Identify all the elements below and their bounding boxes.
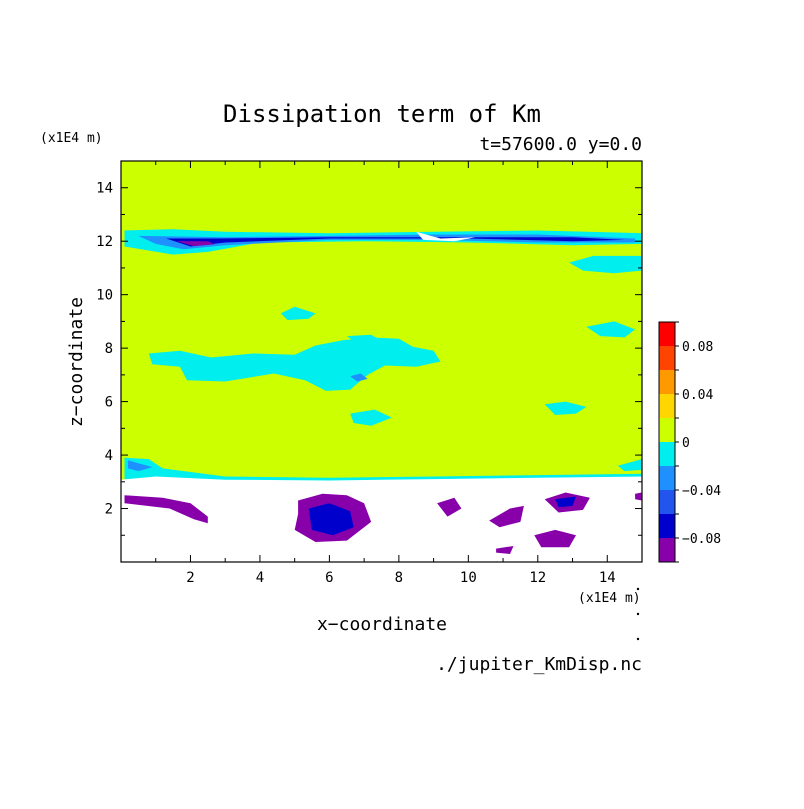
- contour-region: [350, 409, 392, 426]
- contour-region: [437, 497, 462, 517]
- x-tick-label: 14: [599, 570, 616, 586]
- contour-region: [496, 546, 514, 554]
- contour-region: [555, 496, 576, 508]
- x-tick-label: 12: [529, 570, 546, 586]
- undefined-region: [121, 476, 642, 562]
- x-tick-label: 4: [256, 570, 264, 586]
- colorbar-swatch: [659, 538, 675, 562]
- contour-region: [586, 321, 636, 338]
- colorbar-swatch: [659, 370, 675, 394]
- marker-dot: [636, 637, 640, 641]
- contour-region: [308, 503, 354, 536]
- colorbar-swatch: [659, 514, 675, 538]
- plot-frame: [120, 160, 643, 563]
- y-axis-label: z−coordinate: [66, 297, 87, 427]
- y-tick-label: 14: [96, 181, 113, 197]
- colorbar-swatch: [659, 466, 675, 490]
- contour-region: [569, 255, 642, 274]
- marker-dot: [636, 587, 640, 591]
- colorbar-swatch: [659, 418, 675, 442]
- contour-region: [127, 460, 153, 472]
- x-tick-label: 6: [325, 570, 333, 586]
- marker-dot: [636, 612, 640, 616]
- y-tick-label: 4: [105, 448, 113, 464]
- x-tick-label: 2: [186, 570, 194, 586]
- contour-region: [346, 334, 385, 346]
- y-tick-label: 8: [105, 341, 113, 357]
- chart-subtitle: t=57600.0 y=0.0: [479, 134, 642, 155]
- colorbar: −0.08 −0.04 0 0.04 0.08: [658, 321, 721, 563]
- undefined-region: [416, 231, 476, 242]
- colorbar-swatch: [659, 394, 675, 418]
- contour-region: [617, 459, 642, 472]
- contour-region: [148, 337, 441, 391]
- x-unit-label: (x1E4 m): [578, 591, 641, 606]
- colorbar-swatch: [659, 442, 675, 466]
- y-unit-label: (x1E4 m): [40, 131, 103, 146]
- x-tick-label: 10: [460, 570, 477, 586]
- colorbar-label: −0.08: [682, 532, 721, 547]
- colorbar-label: 0.08: [682, 340, 713, 355]
- colorbar-swatch: [659, 346, 675, 370]
- x-tick-label: 8: [395, 570, 403, 586]
- contour-region: [544, 401, 587, 415]
- y-tick-label: 6: [105, 395, 113, 411]
- source-file-label: ./jupiter_KmDisp.nc: [436, 654, 642, 675]
- y-tick-label: 12: [96, 234, 113, 250]
- contour-region: [124, 495, 208, 524]
- contour-region: [489, 505, 524, 528]
- colorbar-label: −0.04: [682, 484, 721, 499]
- chart-title: Dissipation term of Km: [223, 100, 541, 128]
- contour-region: [280, 306, 316, 321]
- plot-area: [121, 161, 642, 562]
- x-axis-label: x−coordinate: [317, 614, 447, 635]
- contour-region: [350, 373, 368, 382]
- colorbar-label: 0.04: [682, 388, 713, 403]
- contour-region: [176, 241, 215, 246]
- y-tick-label: 10: [96, 288, 113, 304]
- contour-region: [635, 492, 642, 501]
- colorbar-label: 0: [682, 436, 690, 451]
- contour-region: [166, 237, 625, 247]
- axes: 2 4 6 8 10 12 14 2 4 6 8 10 12 14: [96, 160, 643, 586]
- y-tick-label: 2: [105, 502, 113, 518]
- colorbar-swatch: [659, 490, 675, 514]
- contour-region: [534, 529, 576, 548]
- colorbar-swatch: [659, 322, 675, 346]
